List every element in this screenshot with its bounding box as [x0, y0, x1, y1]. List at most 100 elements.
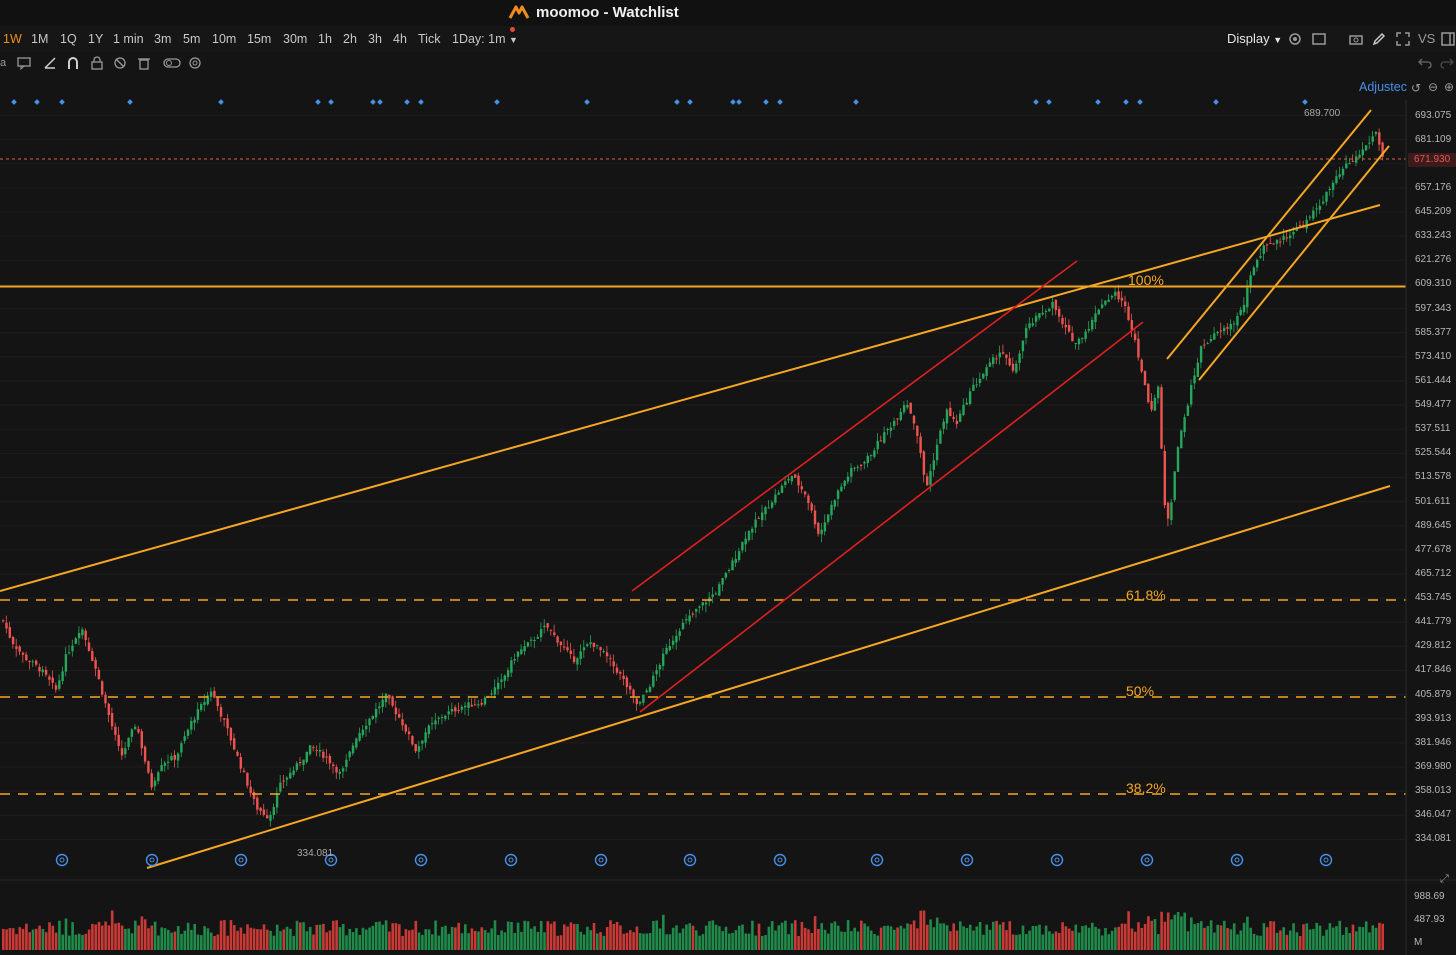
- tab-1h[interactable]: 1h: [318, 32, 332, 46]
- volume-bar: [863, 923, 866, 950]
- candle-body: [1074, 343, 1077, 345]
- candle-body: [1058, 309, 1061, 317]
- volume-bar: [1011, 934, 1015, 950]
- tab-3m[interactable]: 3m: [154, 32, 172, 46]
- candle-body: [147, 761, 150, 773]
- zoom-out-icon[interactable]: ⊖: [1428, 80, 1439, 94]
- volume-bar: [467, 933, 470, 950]
- settings-icon[interactable]: [1287, 31, 1303, 47]
- undo-icon[interactable]: [1418, 56, 1432, 70]
- adjusted-toggle[interactable]: Adjustec: [1359, 80, 1407, 94]
- candle-body: [41, 669, 44, 673]
- volume-bar: [985, 924, 988, 950]
- candle-body: [978, 378, 982, 383]
- volume-bar: [246, 924, 249, 950]
- volume-bar: [926, 924, 929, 950]
- volume-bar: [982, 934, 985, 950]
- lock-icon[interactable]: [90, 56, 104, 70]
- tab-1min[interactable]: 1 min: [113, 32, 144, 46]
- tab-15m[interactable]: 15m: [247, 32, 272, 46]
- trendline-icon[interactable]: [43, 56, 57, 70]
- volume-bar: [437, 935, 441, 950]
- volume-bar: [450, 926, 454, 950]
- sidebar-toggle-icon[interactable]: [1440, 31, 1456, 47]
- candle-body: [1005, 354, 1008, 358]
- candle-body: [434, 720, 437, 725]
- display-button[interactable]: Display ▼: [1227, 31, 1282, 46]
- candle-body: [800, 486, 803, 490]
- candle-body: [114, 726, 117, 736]
- volume-bar: [470, 928, 474, 950]
- trash-icon[interactable]: [137, 56, 151, 70]
- hide-icon[interactable]: [113, 56, 127, 70]
- price-chart[interactable]: [0, 78, 1456, 955]
- volume-bar: [1044, 925, 1048, 950]
- volume-bar: [8, 928, 12, 950]
- volume-bar: [553, 921, 556, 950]
- candle-body: [503, 675, 506, 681]
- layout-icon[interactable]: [1311, 31, 1327, 47]
- camera-icon[interactable]: [1348, 31, 1364, 47]
- reset-icon[interactable]: ↺: [1411, 81, 1422, 95]
- volume-bar: [563, 924, 566, 950]
- tab-1w[interactable]: 1W: [3, 32, 22, 46]
- gear-icon[interactable]: [188, 56, 202, 70]
- volume-bar: [764, 935, 767, 950]
- tab-10m[interactable]: 10m: [212, 32, 237, 46]
- tab-1q[interactable]: 1Q: [60, 32, 77, 46]
- tab-4h[interactable]: 4h: [393, 32, 407, 46]
- volume-bar: [968, 924, 972, 950]
- comment-icon[interactable]: [17, 56, 31, 70]
- tab-1y[interactable]: 1Y: [88, 32, 104, 46]
- tab-5m[interactable]: 5m: [183, 32, 201, 46]
- compare-vs-button[interactable]: VS: [1418, 31, 1436, 46]
- volume-bar: [1120, 923, 1124, 950]
- volume-bar: [1137, 922, 1140, 950]
- tab-2h[interactable]: 2h: [343, 32, 357, 46]
- candle-body: [718, 584, 721, 596]
- volume-bar: [615, 921, 619, 950]
- redo-icon[interactable]: [1440, 56, 1454, 70]
- toggle-icon[interactable]: [163, 56, 181, 70]
- fullscreen-icon[interactable]: [1395, 31, 1411, 47]
- candle-body: [998, 352, 1001, 358]
- volume-bar: [1305, 923, 1309, 950]
- timeline-marker-core: [1323, 857, 1329, 863]
- volume-bar: [249, 927, 253, 950]
- text-tool-icon[interactable]: a: [0, 57, 7, 69]
- candle-body: [358, 733, 361, 741]
- volume-bar: [645, 933, 649, 950]
- candle-body: [137, 729, 140, 733]
- candle-body: [104, 694, 107, 704]
- volume-bar: [48, 922, 51, 950]
- intraday-selector[interactable]: 1Day: 1m ▼: [452, 32, 518, 46]
- event-dot: [1095, 99, 1101, 105]
- tab-3h[interactable]: 3h: [368, 32, 382, 46]
- candle-body: [77, 632, 81, 639]
- candle-body: [935, 444, 939, 461]
- candle-body: [398, 714, 401, 718]
- channel-small-lower: [1198, 145, 1390, 381]
- pencil-icon[interactable]: [1371, 31, 1387, 47]
- volume-bar: [239, 927, 243, 950]
- timeline-marker: [1140, 853, 1154, 867]
- candle-body: [348, 751, 351, 758]
- volume-bar: [104, 921, 107, 950]
- volume-bar: [170, 932, 173, 950]
- expand-icon[interactable]: ⤢: [1440, 873, 1449, 885]
- zoom-in-icon[interactable]: ⊕: [1444, 80, 1455, 94]
- volume-bar: [655, 920, 658, 950]
- volume-bar: [1104, 928, 1107, 950]
- candle-body: [411, 735, 414, 745]
- tab-1m[interactable]: 1M: [31, 32, 49, 46]
- volume-bar: [1186, 931, 1190, 950]
- magnet-icon[interactable]: [66, 56, 80, 70]
- volume-bar: [1232, 923, 1236, 950]
- candlesticks: [2, 128, 1384, 827]
- volume-bar: [5, 929, 8, 950]
- tab-tick[interactable]: Tick: [418, 32, 441, 46]
- candle-body: [421, 740, 424, 744]
- candle-body: [308, 745, 312, 755]
- volume-bar: [493, 920, 497, 950]
- tab-30m[interactable]: 30m: [283, 32, 308, 46]
